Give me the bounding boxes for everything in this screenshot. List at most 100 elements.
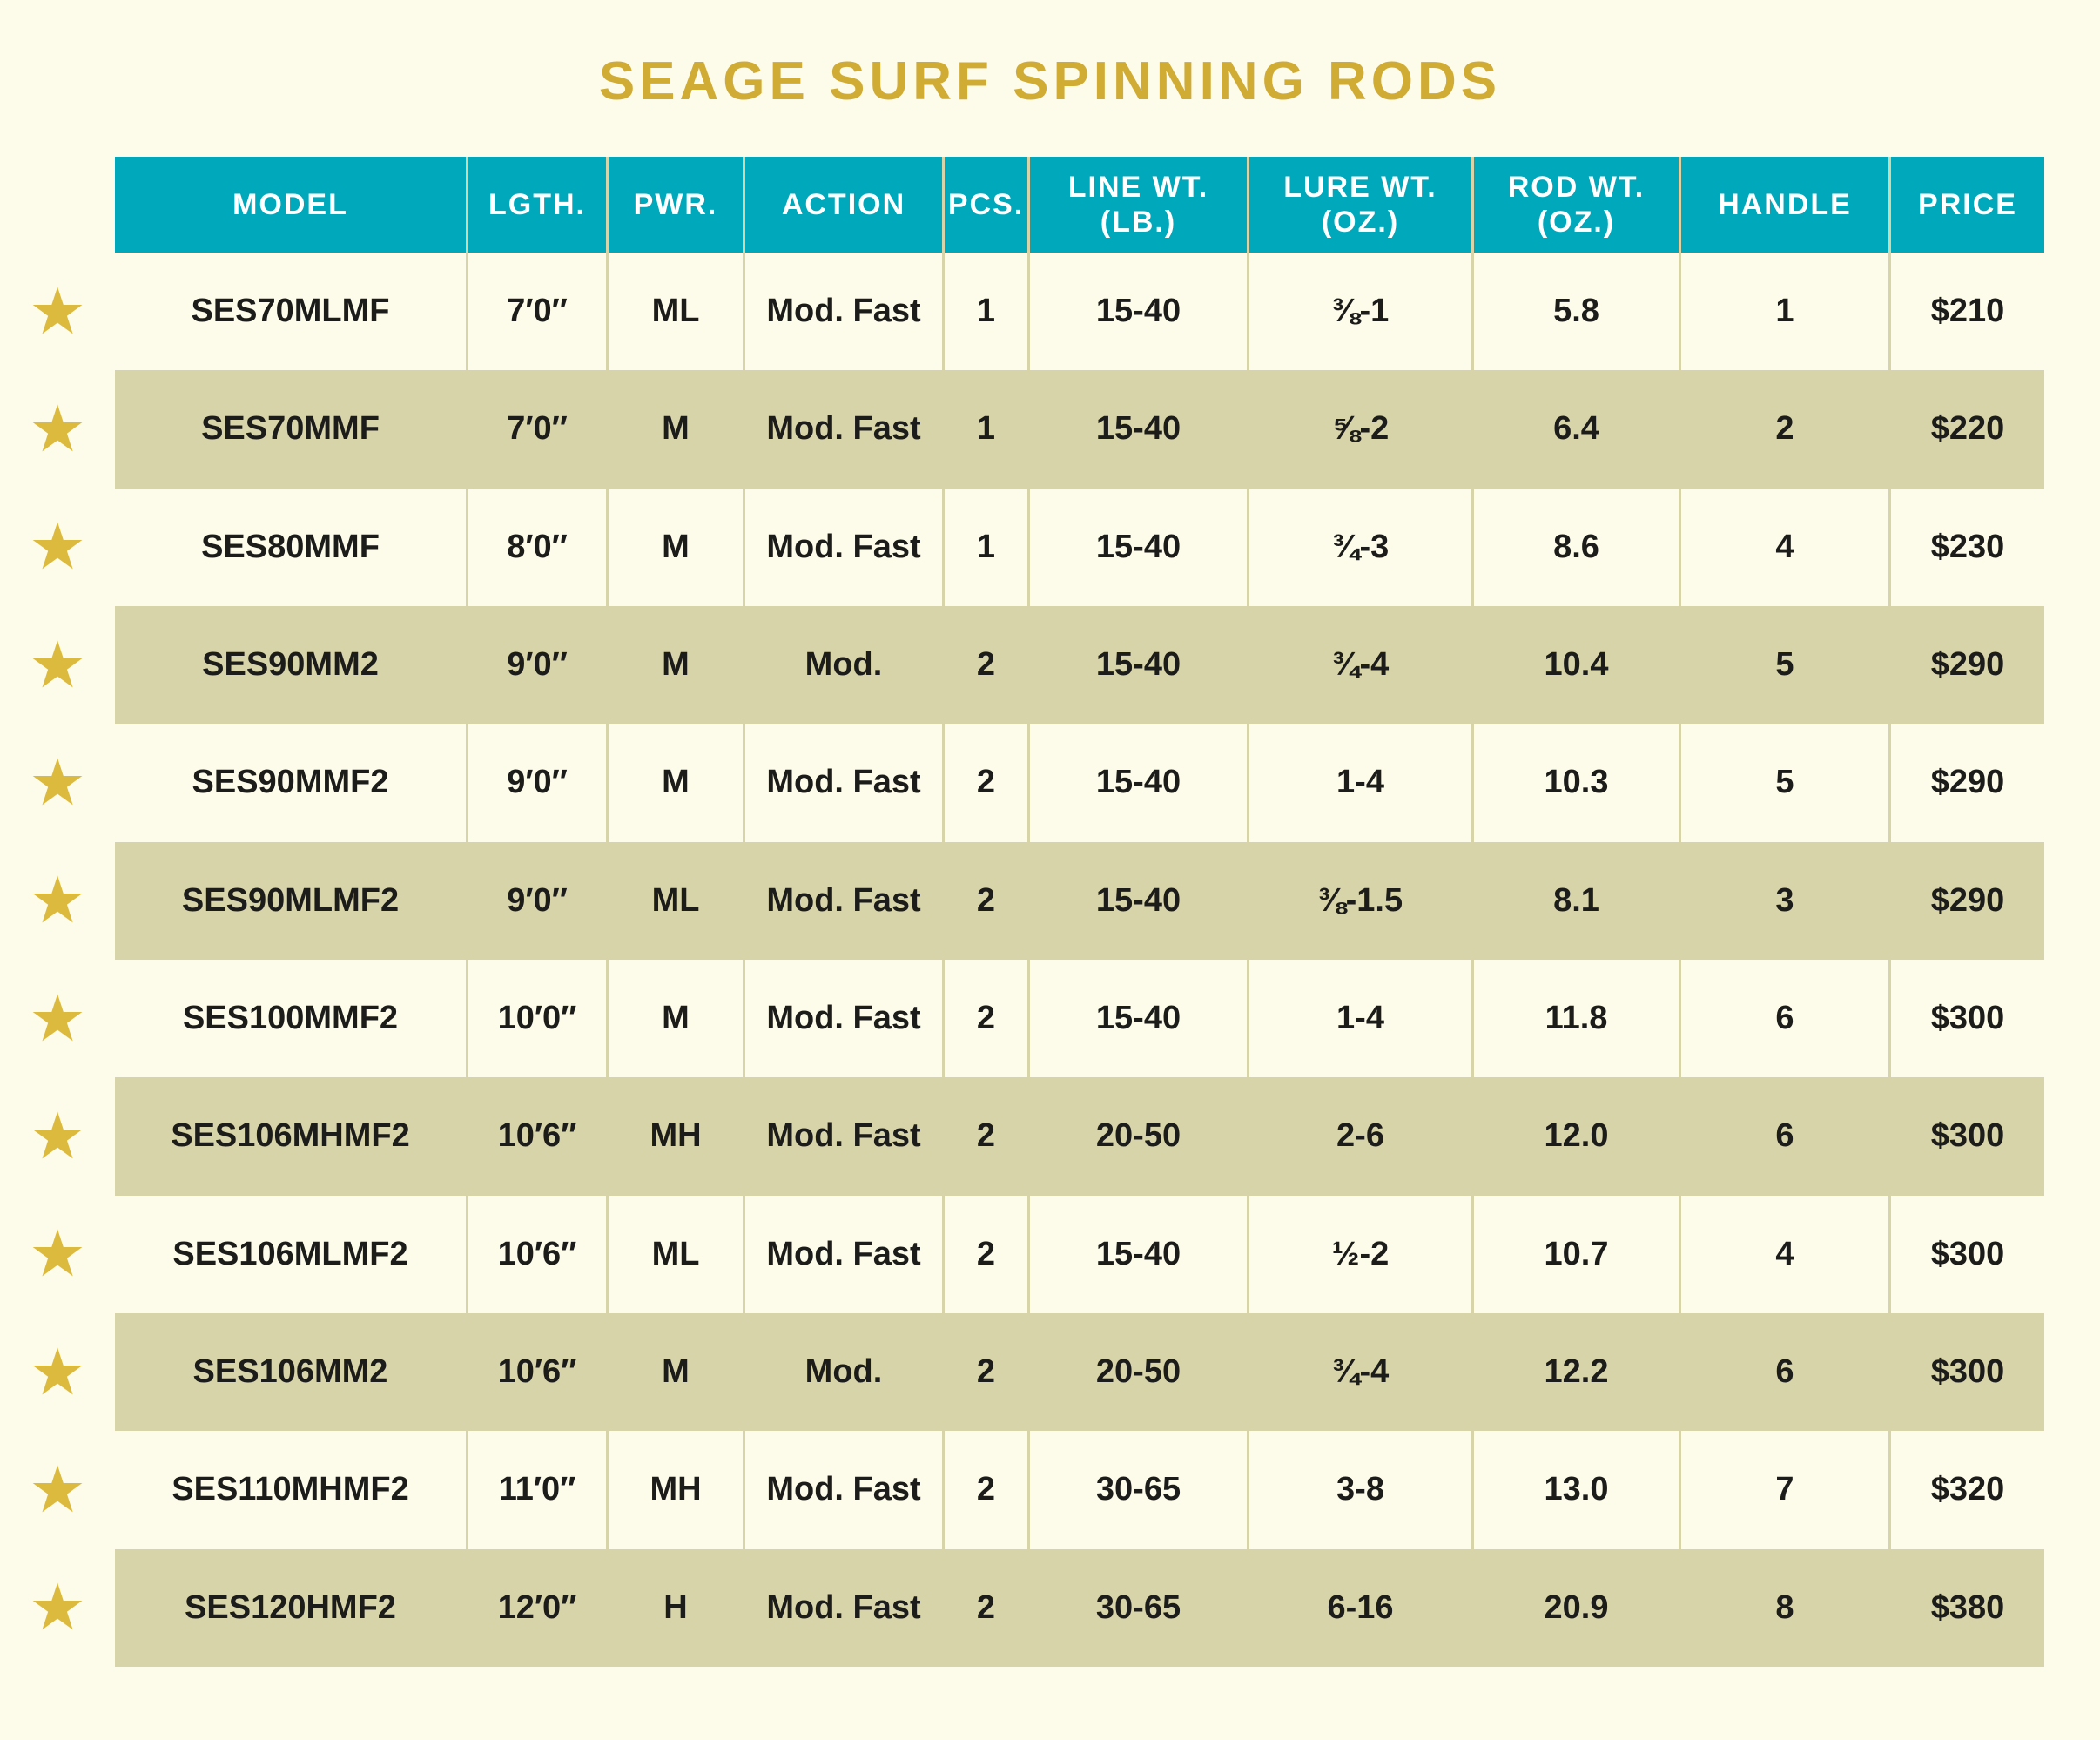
table-body: SES70MLMF 7′0″ ML Mod. Fast 1 15-40 ⅜-1 5.8 1 $21…	[115, 253, 2044, 1667]
cell-power: ML	[606, 253, 743, 371]
cell-length: 9′0″	[466, 724, 606, 842]
table-row: SES90MM2 9′0″ M Mod. 2 15-40 ¾-4 10.4 5 $290	[115, 605, 2044, 725]
star-icon: ★	[28, 863, 87, 939]
cell-lure-weight: ⅝-2	[1247, 370, 1471, 489]
star-icon: ★	[28, 1098, 87, 1174]
cell-length: 10′6″	[466, 1312, 606, 1432]
cell-price: $210	[1888, 253, 2044, 371]
cell-price: $300	[1888, 1195, 2044, 1313]
cell-handle: 6	[1679, 959, 1888, 1078]
star-icon: ★	[28, 1334, 87, 1410]
cell-line-weight: 30-65	[1027, 1431, 1247, 1549]
cell-power: M	[606, 488, 743, 606]
cell-pieces: 2	[942, 1077, 1027, 1196]
cell-power: M	[606, 724, 743, 842]
cell-model: SES70MMF	[201, 410, 380, 448]
table-row: SES110MHMF2 11′0″ MH Mod. Fast 2 30-65 3-8 13.0…	[115, 1431, 2044, 1549]
table-row: SES106MHMF2 10′6″ MH Mod. Fast 2 20-50 2-6 12.0…	[115, 1077, 2044, 1196]
star-icon: ★	[28, 627, 87, 703]
cell-rod-weight: 11.8	[1471, 959, 1679, 1078]
cell-rod-weight: 6.4	[1471, 370, 1679, 489]
column-header-sublabel: (OZ.)	[1321, 206, 1400, 239]
cell-lure-weight: ¾-4	[1247, 1312, 1471, 1432]
cell-rod-weight: 20.9	[1471, 1548, 1679, 1667]
star-slot: ★	[0, 1313, 115, 1431]
cell-model: SES106MM2	[192, 1353, 388, 1391]
column-header-rod-weight: ROD WT. (OZ.)	[1471, 157, 1679, 253]
cell-price: $380	[1888, 1548, 2044, 1667]
cell-model: SES106MHMF2	[171, 1117, 410, 1155]
cell-rod-weight: 5.8	[1471, 253, 1679, 371]
cell-lure-weight: 1-4	[1247, 724, 1471, 842]
column-header-sublabel: (LB.)	[1100, 206, 1177, 239]
cell-action: Mod. Fast	[743, 841, 942, 960]
cell-model: SES90MMF2	[192, 764, 389, 801]
cell-lure-weight: ½-2	[1247, 1195, 1471, 1313]
cell-line-weight: 15-40	[1027, 959, 1247, 1078]
star-icon: ★	[28, 745, 87, 820]
cell-handle: 4	[1679, 1195, 1888, 1313]
star-icon: ★	[28, 981, 87, 1056]
cell-action: Mod. Fast	[743, 1431, 942, 1549]
table-row: SES80MMF 8′0″ M Mod. Fast 1 15-40 ¾-3 8.6 4 $230	[115, 488, 2044, 606]
cell-length: 7′0″	[466, 370, 606, 489]
cell-handle: 6	[1679, 1077, 1888, 1196]
cell-price: $300	[1888, 1312, 2044, 1432]
cell-action: Mod.	[743, 1312, 942, 1432]
column-header-line-weight: LINE WT. (LB.)	[1027, 157, 1247, 253]
cell-action: Mod. Fast	[743, 1077, 942, 1196]
cell-action: Mod. Fast	[743, 1195, 942, 1313]
cell-length: 7′0″	[466, 253, 606, 371]
cell-lure-weight: ¾-4	[1247, 605, 1471, 725]
cell-line-weight: 30-65	[1027, 1548, 1247, 1667]
cell-handle: 2	[1679, 370, 1888, 489]
star-icon: ★	[28, 1452, 87, 1528]
cell-length: 9′0″	[466, 605, 606, 725]
cell-power: M	[606, 370, 743, 489]
star-slot: ★	[0, 370, 115, 488]
cell-power: MH	[606, 1431, 743, 1549]
cell-price: $300	[1888, 959, 2044, 1078]
cell-model: SES90MLMF2	[181, 881, 400, 919]
cell-power: H	[606, 1548, 743, 1667]
star-slot: ★	[0, 253, 115, 370]
cell-power: M	[606, 605, 743, 725]
cell-length: 12′0″	[466, 1548, 606, 1667]
cell-power: ML	[606, 1195, 743, 1313]
cell-handle: 3	[1679, 841, 1888, 960]
cell-price: $290	[1888, 724, 2044, 842]
column-header-action: ACTION	[743, 157, 942, 253]
cell-pieces: 2	[942, 724, 1027, 842]
cell-lure-weight: 3-8	[1247, 1431, 1471, 1549]
table-header-row: MODEL LGTH. PWR. ACTION PCS. LINE WT. (LB.) LUR…	[115, 157, 2044, 253]
cell-rod-weight: 10.3	[1471, 724, 1679, 842]
cell-line-weight: 20-50	[1027, 1312, 1247, 1432]
cell-handle: 1	[1679, 253, 1888, 371]
cell-rod-weight: 10.4	[1471, 605, 1679, 725]
cell-model: SES80MMF	[201, 528, 380, 565]
star-icon: ★	[28, 391, 87, 467]
star-slot: ★	[0, 1431, 115, 1548]
cell-length: 9′0″	[466, 841, 606, 960]
cell-action: Mod. Fast	[743, 253, 942, 371]
cell-price: $230	[1888, 488, 2044, 606]
column-header-label: ACTION	[781, 187, 906, 221]
star-slot: ★	[0, 724, 115, 841]
cell-rod-weight: 8.1	[1471, 841, 1679, 960]
table-row: SES70MMF 7′0″ M Mod. Fast 1 15-40 ⅝-2 6.4 2 $220	[115, 370, 2044, 489]
cell-length: 10′6″	[466, 1195, 606, 1313]
table-row: SES90MLMF2 9′0″ ML Mod. Fast 2 15-40 ⅜-1.5 8.1 3…	[115, 841, 2044, 960]
cell-line-weight: 15-40	[1027, 253, 1247, 371]
cell-price: $320	[1888, 1431, 2044, 1549]
cell-lure-weight: 6-16	[1247, 1548, 1471, 1667]
cell-pieces: 1	[942, 370, 1027, 489]
cell-pieces: 2	[942, 605, 1027, 725]
column-header-label: HANDLE	[1718, 187, 1852, 221]
star-column: ★ ★ ★ ★ ★ ★ ★ ★ ★ ★ ★ ★	[0, 253, 115, 1667]
cell-length: 10′6″	[466, 1077, 606, 1196]
cell-length: 10′0″	[466, 959, 606, 1078]
cell-power: MH	[606, 1077, 743, 1196]
star-slot: ★	[0, 960, 115, 1077]
cell-line-weight: 15-40	[1027, 605, 1247, 725]
cell-line-weight: 15-40	[1027, 370, 1247, 489]
